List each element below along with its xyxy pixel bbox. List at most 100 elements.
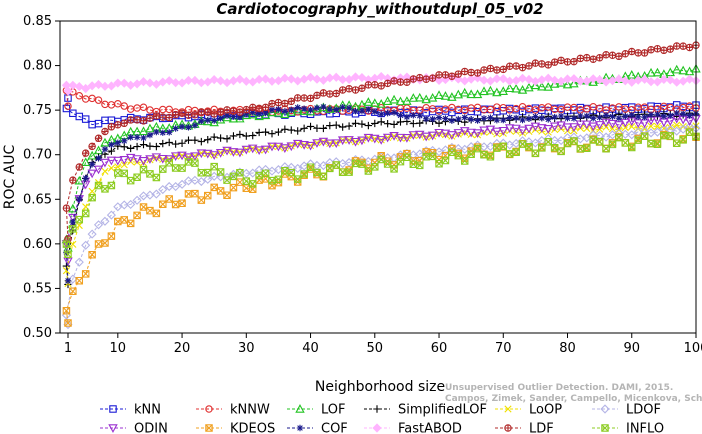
- data-point-LDF: [139, 117, 148, 125]
- data-point-ODIN: [402, 134, 412, 143]
- data-point-LOF: [363, 97, 374, 106]
- data-point-kNNW: [570, 103, 578, 112]
- data-point-LoOP: [101, 167, 109, 175]
- data-point-LDF: [377, 82, 385, 90]
- data-point-COF: [159, 129, 166, 136]
- data-point-COF: [519, 116, 526, 124]
- data-point-KDEOS: [94, 240, 103, 248]
- data-point-LoOP: [313, 139, 321, 147]
- data-point-kNNW: [377, 103, 385, 112]
- data-point-LDOF: [286, 162, 296, 172]
- data-point-LOF: [74, 175, 84, 185]
- data-point-INFLO: [570, 137, 578, 145]
- data-point-INFLO: [653, 140, 662, 148]
- data-point-SimplifiedLOF: [139, 140, 148, 149]
- data-point-COF: [577, 112, 584, 120]
- data-point-LDF: [460, 67, 469, 76]
- legend-label: kNN: [134, 403, 161, 418]
- data-point-LoOP: [615, 126, 623, 134]
- data-point-INFLO: [146, 170, 154, 178]
- series-SimplifiedLOF: [62, 109, 700, 289]
- data-point-COF: [371, 108, 378, 115]
- data-point-FastABOD: [627, 77, 637, 87]
- data-point-ODIN: [382, 133, 393, 143]
- data-point-LDOF: [63, 319, 73, 330]
- data-point-LOF: [145, 123, 155, 133]
- data-point-LDOF: [106, 210, 116, 220]
- series-line-kNNW: [65, 89, 697, 114]
- data-point-INFLO: [152, 173, 161, 182]
- data-point-LDOF: [620, 129, 630, 139]
- data-point-LDF: [679, 42, 687, 50]
- y-axis-label: ROC AUC: [2, 144, 18, 209]
- data-point-KDEOS: [178, 199, 186, 208]
- data-point-COF: [525, 115, 533, 122]
- data-point-SimplifiedLOF: [197, 137, 206, 146]
- data-point-COF: [326, 105, 334, 113]
- data-point-LDF: [371, 81, 379, 89]
- data-point-INFLO: [274, 175, 283, 184]
- data-point-kNNW: [114, 99, 122, 108]
- data-point-ODIN: [145, 155, 155, 164]
- data-point-COF: [429, 116, 436, 123]
- data-point-LDF: [293, 94, 302, 102]
- data-point-FastABOD: [331, 72, 341, 82]
- data-point-FastABOD: [93, 79, 104, 90]
- data-point-ODIN: [292, 139, 303, 149]
- data-point-COF: [320, 103, 327, 111]
- data-point-LOF: [569, 78, 579, 88]
- data-point-COF: [358, 107, 366, 115]
- data-point-LDF: [448, 72, 456, 80]
- data-point-FastABOD: [235, 74, 245, 84]
- data-point-FastABOD: [119, 78, 129, 88]
- data-point-ODIN: [325, 139, 335, 149]
- data-point-INFLO: [448, 148, 456, 157]
- data-point-LDOF: [485, 141, 496, 152]
- data-point-INFLO: [64, 250, 72, 259]
- series-line-SimplifiedLOF: [65, 112, 697, 285]
- legend-label: KDEOS: [230, 422, 275, 434]
- data-point-LDF: [191, 111, 199, 119]
- data-point-LOF: [402, 96, 412, 105]
- data-point-LDF: [159, 113, 167, 121]
- legend-marker: [372, 423, 382, 433]
- data-point-kNNW: [473, 103, 482, 112]
- data-point-FastABOD: [543, 73, 553, 83]
- data-point-INFLO: [204, 168, 212, 177]
- data-point-LDF: [486, 64, 495, 73]
- data-point-ODIN: [138, 157, 149, 166]
- x-tick-label: 30: [238, 341, 255, 356]
- data-point-COF: [88, 161, 96, 168]
- data-point-INFLO: [255, 171, 263, 180]
- series-LDF: [62, 41, 700, 243]
- data-point-kNNW: [486, 105, 495, 114]
- data-point-LoOP: [628, 122, 636, 131]
- data-point-ODIN: [318, 137, 329, 147]
- legend-marker: [601, 424, 609, 432]
- data-point-LDF: [383, 79, 392, 88]
- data-point-ODIN: [215, 149, 226, 158]
- data-point-LOF: [138, 126, 149, 136]
- data-point-COF: [281, 108, 289, 115]
- data-point-KDEOS: [191, 189, 199, 198]
- data-point-ODIN: [280, 144, 290, 153]
- data-point-LOF: [504, 83, 515, 93]
- data-point-COF: [294, 104, 301, 111]
- data-point-INFLO: [293, 175, 302, 183]
- data-point-COF: [166, 129, 173, 136]
- data-point-FastABOD: [132, 79, 142, 89]
- data-point-ODIN: [466, 128, 476, 138]
- data-point-SimplifiedLOF: [204, 135, 212, 144]
- data-point-LDOF: [530, 138, 540, 148]
- legend-label: ODIN: [134, 422, 168, 434]
- data-point-COF: [82, 174, 89, 182]
- data-point-LDF: [281, 99, 289, 108]
- data-point-LDF: [480, 66, 488, 74]
- data-point-INFLO: [159, 165, 167, 173]
- data-point-LOF: [376, 98, 386, 108]
- data-point-COF: [365, 106, 372, 113]
- data-point-LDOF: [93, 220, 104, 230]
- data-point-LDOF: [640, 126, 650, 136]
- data-point-ODIN: [556, 121, 566, 131]
